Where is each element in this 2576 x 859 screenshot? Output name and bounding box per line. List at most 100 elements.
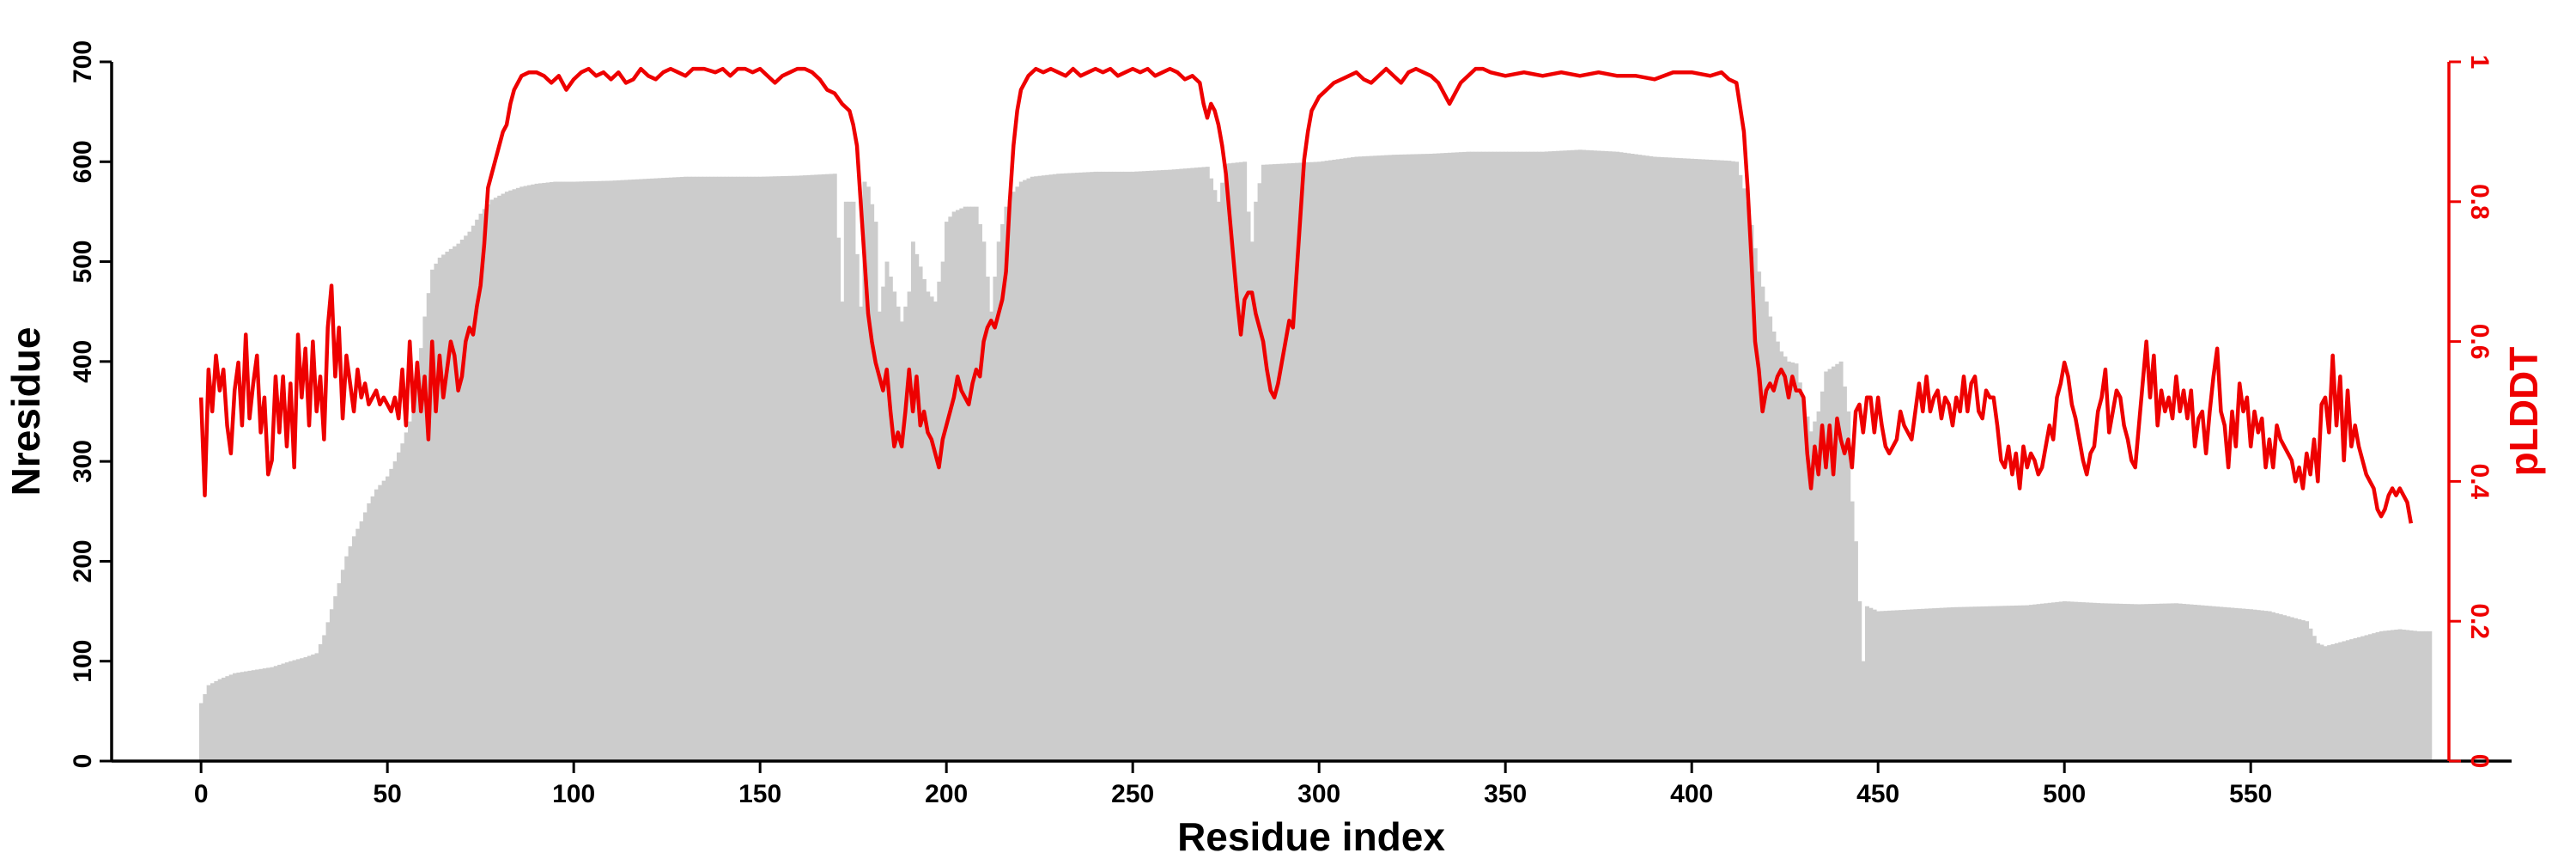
nresidue-bar	[1540, 151, 1546, 761]
nresidue-bar	[419, 348, 423, 761]
nresidue-bar	[1842, 386, 1847, 761]
nresidue-bar	[333, 596, 338, 761]
nresidue-bar	[1242, 161, 1248, 762]
nresidue-bar	[281, 663, 286, 761]
nresidue-bar	[2364, 635, 2369, 761]
nresidue-bar	[1365, 155, 1370, 761]
nresidue-bar	[2233, 607, 2239, 761]
nresidue-bar	[258, 668, 264, 761]
nresidue-bar	[1469, 151, 1474, 761]
nresidue-bar	[1746, 201, 1751, 762]
nresidue-bar	[1198, 167, 1203, 762]
nresidue-bar	[2312, 636, 2317, 761]
nresidue-bar	[404, 432, 409, 761]
nresidue-bar	[1249, 241, 1255, 761]
nresidue-bar	[1753, 248, 1758, 761]
nresidue-bar	[2405, 630, 2410, 761]
nresidue-bar	[601, 180, 606, 762]
nresidue-bar	[348, 545, 353, 761]
nresidue-bar	[523, 186, 528, 762]
nresidue-bar	[1633, 154, 1638, 761]
nresidue-bar	[1704, 159, 1710, 762]
nresidue-bar	[2271, 612, 2276, 761]
nresidue-bar	[2282, 615, 2287, 761]
nresidue-bar	[1674, 157, 1680, 761]
nresidue-bar	[2394, 629, 2399, 761]
nresidue-bar	[1813, 421, 1818, 761]
nresidue-bar	[1108, 171, 1113, 761]
nresidue-bar	[1085, 172, 1091, 761]
nresidue-bar	[1488, 151, 1493, 761]
nresidue-bar	[612, 180, 617, 761]
nresidue-bar	[2238, 608, 2242, 761]
nresidue-bar	[1969, 606, 1974, 761]
nresidue-bar	[951, 211, 957, 761]
nresidue-bar	[1421, 154, 1426, 762]
nresidue-bar	[1831, 366, 1836, 761]
nresidue-bar	[1168, 169, 1173, 762]
nresidue-bar	[2249, 609, 2253, 761]
nresidue-bar	[1559, 150, 1564, 762]
plddt-line-series	[198, 66, 2414, 524]
nresidue-bar	[1961, 606, 1966, 761]
nresidue-bar	[1000, 223, 1005, 762]
nresidue-bar	[385, 476, 390, 761]
nresidue-bar	[486, 204, 491, 761]
y2-tick-label: 0	[2465, 754, 2494, 769]
x-tick-label: 400	[1670, 780, 1713, 808]
nresidue-bar	[840, 302, 845, 762]
nresidue-bar	[1510, 151, 1516, 761]
nresidue-bar	[2267, 611, 2272, 761]
nresidue-bar	[1719, 160, 1724, 761]
nresidue-bar	[1466, 151, 1471, 761]
nresidue-bar	[2077, 601, 2082, 761]
nresidue-bar	[1504, 151, 1508, 761]
nresidue-bar	[270, 667, 275, 761]
nresidue-bar	[2383, 631, 2388, 761]
x-tick-label: 300	[1297, 780, 1340, 808]
nresidue-bar	[631, 179, 636, 762]
y-tick-label: 0	[69, 754, 97, 769]
nresidue-bar	[471, 225, 476, 762]
nresidue-bar	[2096, 603, 2101, 761]
nresidue-bar	[367, 503, 372, 761]
nresidue-bar	[1346, 157, 1352, 761]
nresidue-bar	[1302, 162, 1307, 762]
y2-tick-label: 0.2	[2465, 603, 2494, 639]
nresidue-bar	[1954, 606, 1959, 761]
nresidue-bar	[2397, 629, 2403, 761]
nresidue-bar	[1671, 157, 1676, 761]
nresidue-bar	[459, 239, 465, 761]
nresidue-bar	[2338, 642, 2343, 761]
nresidue-bar	[2390, 630, 2395, 761]
nresidue-bar	[273, 666, 278, 761]
nresidue-bar	[899, 321, 904, 761]
nresidue-bar	[247, 670, 252, 761]
nresidue-bar	[2316, 643, 2321, 761]
nresidue-bar	[217, 679, 222, 761]
nresidue-bar	[709, 176, 714, 762]
nresidue-bar	[679, 176, 684, 761]
nresidue-bar	[1816, 411, 1821, 761]
nresidue-bar	[2256, 610, 2261, 761]
nresidue-bar	[974, 206, 979, 762]
nresidue-bar	[1131, 171, 1135, 761]
nresidue-bar	[1574, 149, 1579, 761]
nresidue-bar	[538, 183, 543, 761]
nresidue-bar	[1410, 154, 1415, 761]
nresidue-bar	[1838, 361, 1844, 761]
nresidue-bar	[1660, 156, 1665, 761]
y2-tick-label: 0.8	[2465, 184, 2494, 220]
nresidue-bar	[1518, 151, 1523, 761]
nresidue-bar	[489, 199, 495, 762]
nresidue-bar	[683, 176, 689, 762]
nresidue-bar	[1827, 369, 1832, 761]
nresidue-bar	[2125, 604, 2130, 761]
nresidue-bar	[2375, 631, 2380, 761]
nresidue-bar	[1768, 316, 1773, 761]
nresidue-bar	[2345, 640, 2350, 761]
nresidue-bar	[1939, 607, 1944, 761]
nresidue-bar	[1395, 155, 1400, 761]
nresidue-bar	[1805, 416, 1810, 761]
nresidue-bar	[1596, 150, 1601, 762]
